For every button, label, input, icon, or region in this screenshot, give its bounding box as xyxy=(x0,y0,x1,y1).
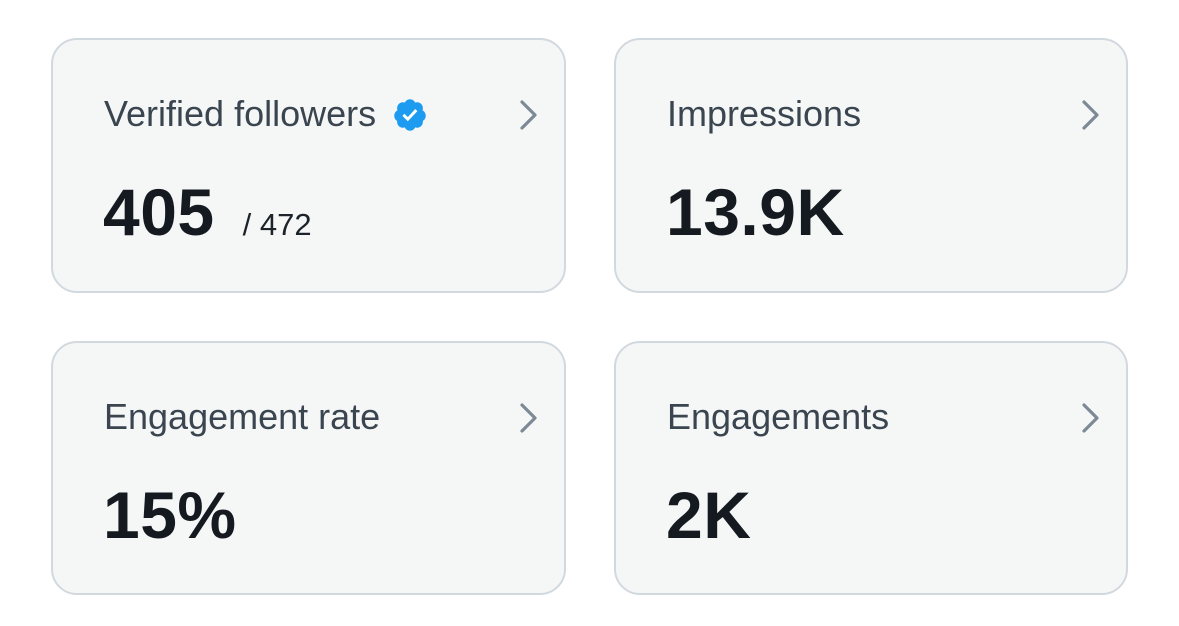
card-value: 2K xyxy=(666,475,751,555)
chevron-right-icon xyxy=(1082,403,1099,433)
card-value: 13.9K xyxy=(666,172,845,252)
chevron-right-icon xyxy=(520,100,537,130)
total-followers-count: / 472 xyxy=(242,207,312,242)
verified-followers-card[interactable]: Verified followers 405 / 472 xyxy=(51,38,566,293)
impressions-count: 13.9K xyxy=(666,175,845,249)
card-title: Impressions xyxy=(667,92,861,136)
card-title-label: Impressions xyxy=(667,93,862,134)
card-title: Verified followers xyxy=(104,92,428,136)
card-title-label: Engagements xyxy=(667,396,890,437)
verified-badge-icon xyxy=(394,99,426,131)
engagements-count: 2K xyxy=(666,478,752,552)
card-value: 405 / 472 xyxy=(103,172,312,252)
verified-followers-count: 405 xyxy=(103,175,215,249)
card-title: Engagements xyxy=(667,395,889,439)
card-title: Engagement rate xyxy=(104,395,380,439)
metrics-grid: Verified followers 405 / 472 Impressions… xyxy=(51,38,1128,595)
engagement-rate-card[interactable]: Engagement rate 15% xyxy=(51,341,566,595)
impressions-card[interactable]: Impressions 13.9K xyxy=(614,38,1128,293)
engagement-rate-value: 15% xyxy=(103,478,237,552)
card-title-label: Verified followers xyxy=(104,93,377,134)
card-value: 15% xyxy=(103,475,237,555)
chevron-right-icon xyxy=(520,403,537,433)
chevron-right-icon xyxy=(1082,100,1099,130)
card-title-label: Engagement rate xyxy=(104,396,381,437)
engagements-card[interactable]: Engagements 2K xyxy=(614,341,1128,595)
